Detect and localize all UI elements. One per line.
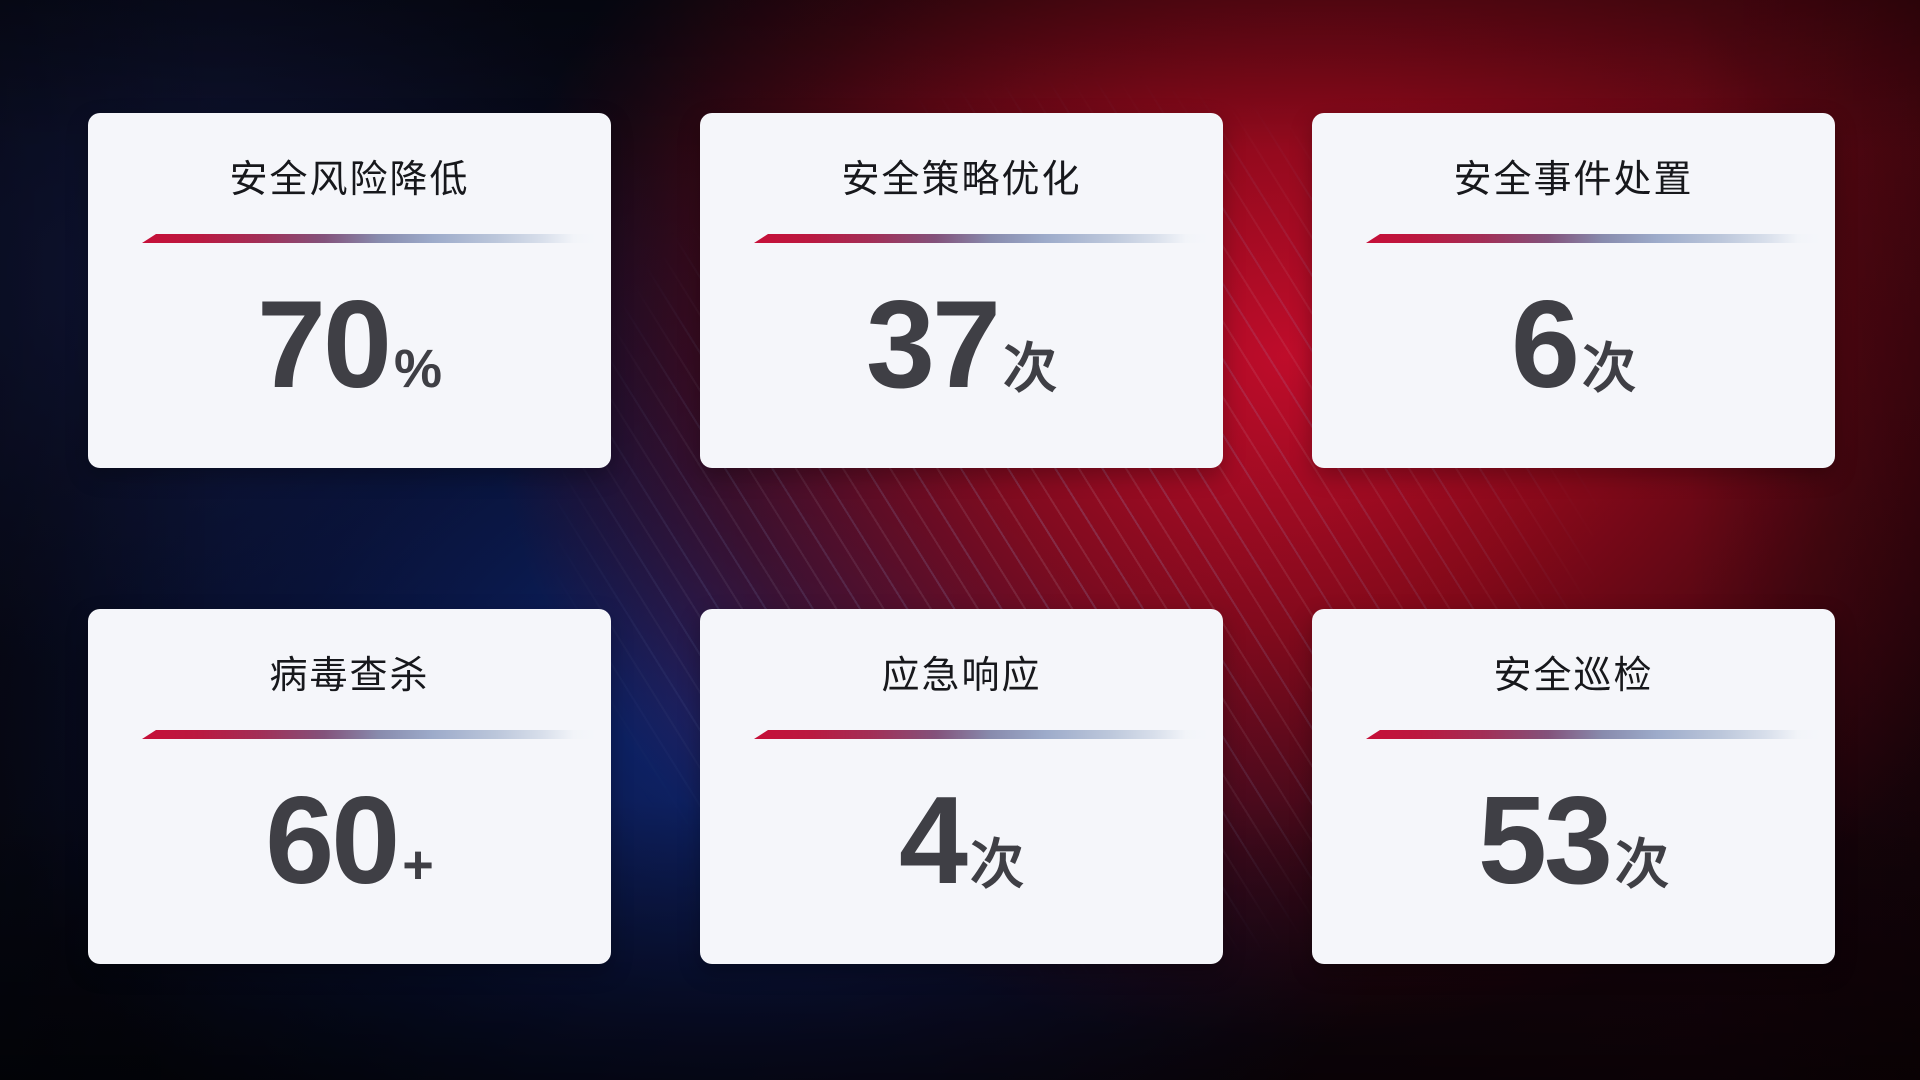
stat-value: 53: [1478, 772, 1613, 910]
gradient-divider-line: [1366, 234, 1821, 243]
card-title: 安全事件处置: [1453, 159, 1694, 201]
card-title: 安全风险降低: [229, 159, 470, 201]
stat-value: 37: [866, 276, 1001, 414]
stat-value-row: 60 +: [88, 779, 611, 903]
gradient-divider-line: [142, 234, 597, 243]
stat-value-row: 6 次: [1312, 283, 1835, 407]
stat-unit: 次: [1581, 339, 1636, 399]
stat-card-emergency-response: 应急响应 4 次: [700, 609, 1223, 964]
stat-value-row: 53 次: [1312, 779, 1835, 903]
stat-card-virus-scan: 病毒查杀 60 +: [88, 609, 611, 964]
stat-card-risk-reduction: 安全风险降低 70 %: [88, 113, 611, 468]
gradient-divider-line: [142, 730, 597, 739]
stat-card-security-inspection: 安全巡检 53 次: [1312, 609, 1835, 964]
stat-unit: +: [402, 835, 434, 895]
card-title: 应急响应: [881, 655, 1042, 697]
stat-unit: 次: [1002, 339, 1057, 399]
card-title: 病毒查杀: [269, 655, 430, 697]
gradient-divider-line: [754, 730, 1209, 739]
stat-unit: 次: [969, 835, 1024, 895]
stat-value: 4: [899, 772, 968, 910]
stat-unit: 次: [1614, 835, 1669, 895]
gradient-divider-line: [754, 234, 1209, 243]
stat-unit: %: [393, 339, 442, 399]
stat-value: 60: [265, 772, 400, 910]
stat-value-row: 4 次: [700, 779, 1223, 903]
stat-value-row: 37 次: [700, 283, 1223, 407]
stat-value: 70: [257, 276, 392, 414]
stat-value: 6: [1511, 276, 1580, 414]
card-title: 安全巡检: [1493, 655, 1654, 697]
stat-cards-grid: 安全风险降低 70 % 安全策略优化 37 次 安全事件处置 6 次 病毒查: [88, 113, 1835, 964]
gradient-divider-line: [1366, 730, 1821, 739]
card-title: 安全策略优化: [841, 159, 1082, 201]
stat-card-policy-optimization: 安全策略优化 37 次: [700, 113, 1223, 468]
stat-value-row: 70 %: [88, 283, 611, 407]
stat-card-incident-handling: 安全事件处置 6 次: [1312, 113, 1835, 468]
